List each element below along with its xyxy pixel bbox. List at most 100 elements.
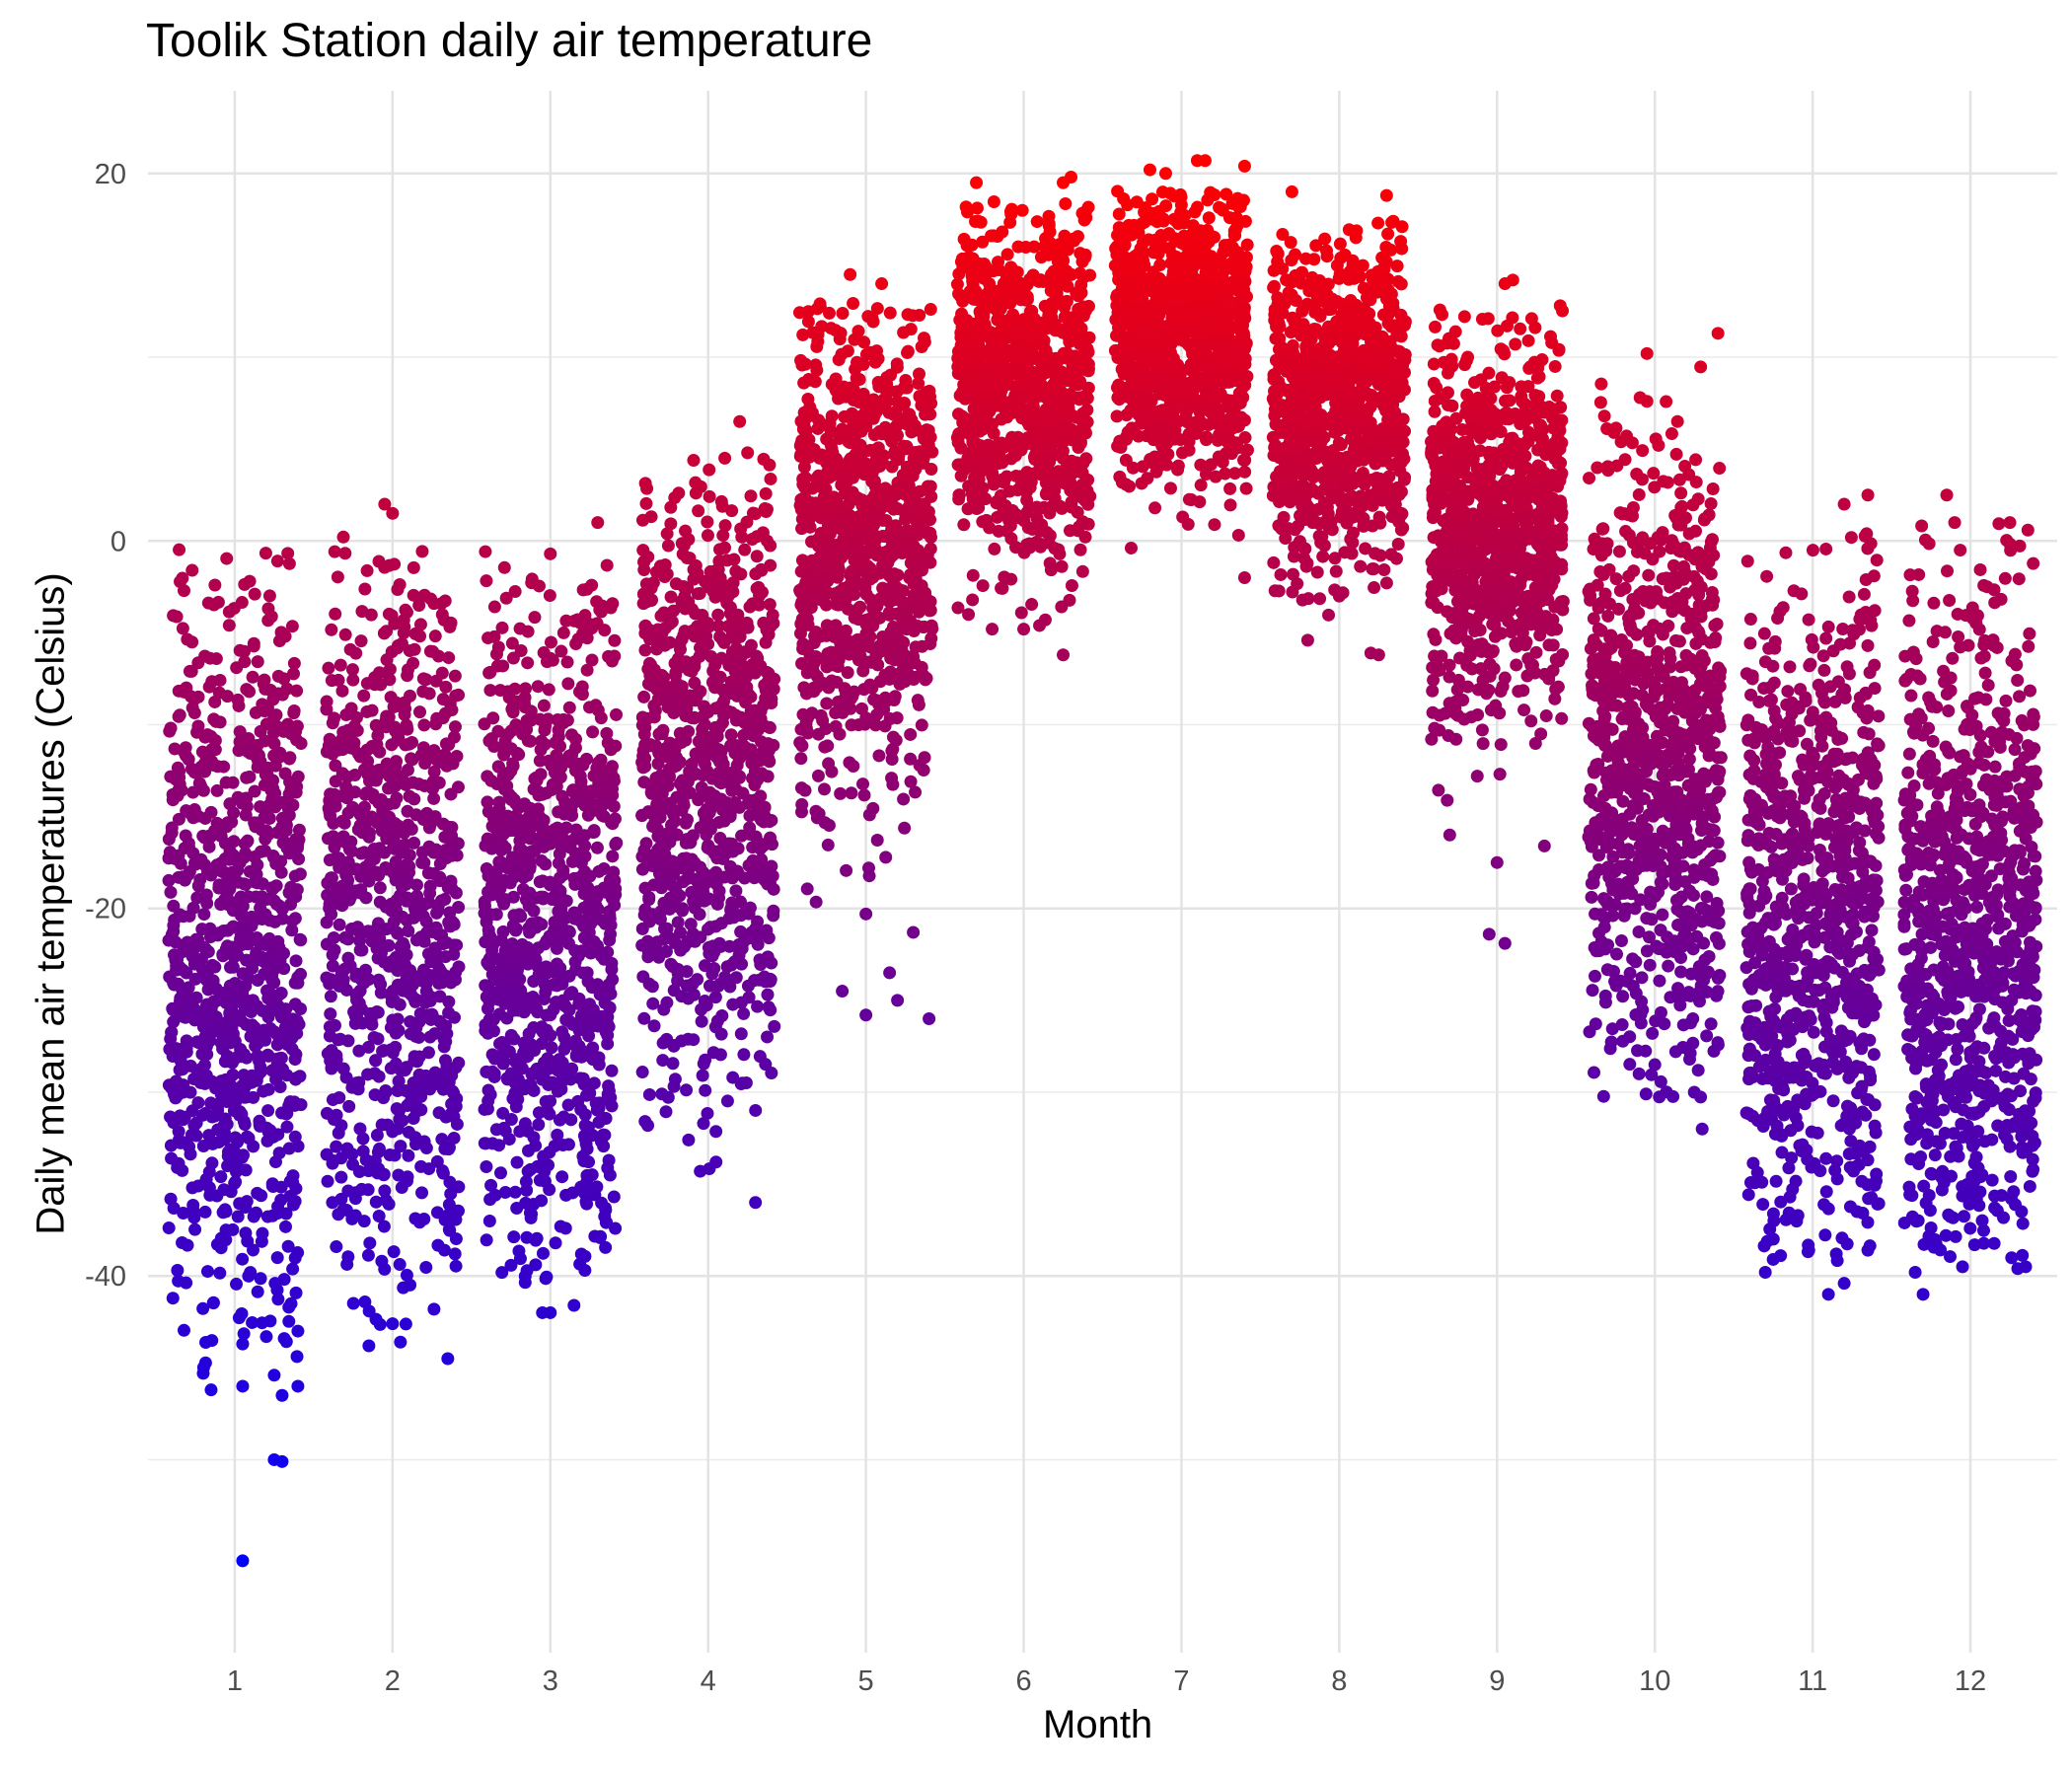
data-point [510,746,524,760]
data-point [867,610,881,624]
data-point [653,559,667,573]
data-point [862,808,876,822]
data-point [592,1058,606,1072]
data-point [226,1222,240,1236]
data-point [405,752,418,766]
data-point [365,764,379,777]
data-point [569,732,583,746]
data-point [718,541,732,555]
data-point [578,865,592,879]
data-point [749,922,763,935]
data-point [435,666,449,680]
data-point [180,966,193,980]
data-point [867,428,881,442]
data-point [562,701,576,714]
data-point [897,792,911,806]
data-point [654,881,668,895]
data-point [710,1014,724,1028]
data-point [402,737,415,751]
data-point [699,1083,712,1097]
data-point [208,960,222,974]
data-point [436,693,450,706]
data-point [349,646,363,660]
data-point [388,994,402,1007]
data-point [554,739,567,753]
data-point [717,840,731,853]
data-point [275,1454,289,1468]
data-point [922,423,935,437]
data-point [271,720,285,734]
data-point [883,966,897,980]
data-point [239,847,253,860]
data-point [428,629,442,643]
data-point [591,516,605,530]
data-point [238,655,252,669]
data-point [242,972,256,986]
data-point [450,849,464,862]
data-point [358,1295,372,1309]
data-point [281,1239,295,1253]
data-point [326,959,339,973]
data-point [921,480,934,493]
data-point [222,619,236,632]
data-point [355,1016,369,1030]
data-point [544,1094,557,1108]
data-point [749,1196,763,1210]
data-point [290,1072,304,1085]
data-point [663,835,677,849]
data-point [442,651,456,665]
data-point [339,836,353,850]
data-point [439,737,453,751]
data-point [909,785,923,799]
data-point [188,1222,202,1236]
data-point [481,795,494,809]
data-point [555,1170,569,1184]
data-point [688,855,702,869]
data-point [843,647,856,661]
data-point [413,629,427,643]
data-point [497,974,511,988]
data-point [196,1301,210,1315]
data-point [250,1206,263,1220]
data-point [561,677,575,691]
data-point [253,1054,266,1068]
data-point [320,937,333,951]
data-point [191,1096,205,1110]
data-point [339,707,353,721]
data-point [362,830,376,844]
data-point [580,582,594,596]
data-point [282,1300,296,1314]
data-point [262,589,276,603]
data-point [843,579,856,593]
data-point [202,1181,216,1195]
data-point [911,517,925,531]
data-point [668,1073,682,1086]
data-point [290,883,304,897]
data-point [794,353,808,367]
data-point [417,934,431,948]
data-point [480,1065,493,1078]
data-point [659,944,673,958]
data-point [216,947,230,961]
data-point [174,1054,187,1068]
data-point [230,1277,244,1291]
data-point [209,1010,223,1024]
data-point [603,933,617,947]
data-point [741,979,755,993]
data-point [262,990,276,1003]
data-point [598,996,612,1009]
data-point [845,718,858,732]
data-point [797,419,811,433]
data-point [918,501,931,515]
data-point [601,1037,615,1051]
data-point [553,827,566,841]
data-point [810,504,824,518]
data-point [741,446,755,460]
data-point [678,625,692,638]
data-point [400,606,413,620]
data-point [829,538,843,552]
data-point [325,674,338,688]
data-point [217,760,231,774]
data-point [900,506,914,520]
data-point [794,564,808,578]
